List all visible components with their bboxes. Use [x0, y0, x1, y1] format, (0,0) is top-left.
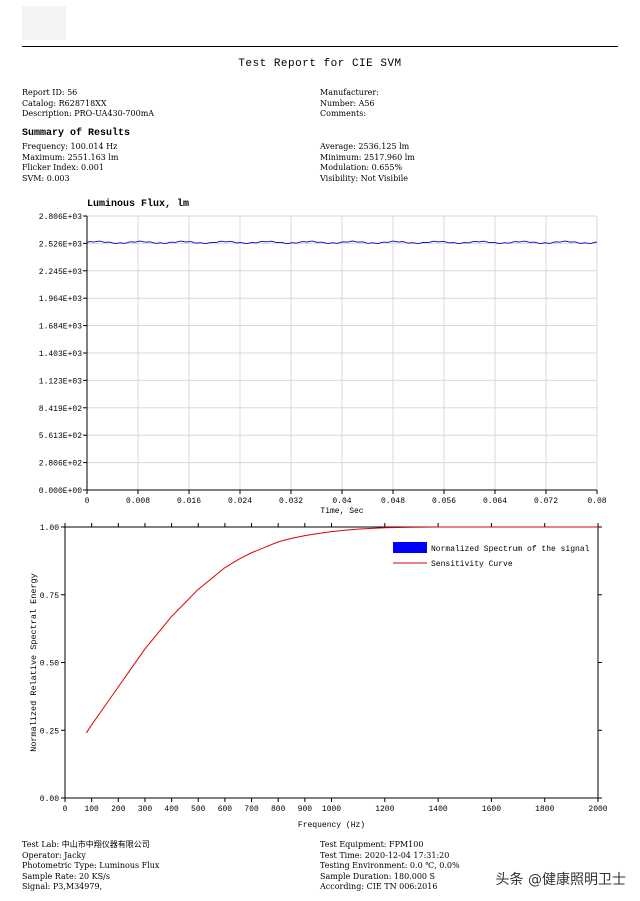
flux-x-tick-label: 0.064	[483, 497, 507, 506]
number: Number: A56	[320, 98, 375, 108]
flux-x-tick-label: 0	[85, 497, 90, 506]
report-id: Report ID: 56	[22, 88, 78, 97]
spectrum-x-axis-label: Frequency (Hz)	[298, 821, 365, 830]
summary-heading: Summary of Results	[22, 128, 131, 139]
spectrum-y-tick-label: 0.75	[40, 592, 59, 601]
flux-series-line	[86, 240, 598, 245]
flux-y-tick-label: 2.526E+03	[39, 240, 82, 249]
logo-placeholder	[22, 6, 66, 40]
legend-label-spectrum: Normalized Spectrum of the signal	[431, 545, 590, 554]
flux-x-tick-label: 0.08	[587, 497, 606, 506]
testing-environment: Testing Environment: 0.0 ℃, 0.0%	[320, 861, 460, 870]
flux-y-tick-label: 2.806E+02	[39, 460, 82, 469]
manufacturer: Manufacturer:	[320, 88, 379, 97]
report-info-left: Report ID: 56 Catalog: R628718XX Descrip…	[22, 88, 154, 120]
according: According: CIE TN 006:2016	[320, 882, 438, 891]
spectrum-x-tick-label: 300	[138, 805, 153, 814]
visibility: Visibility: Not Visibile	[320, 173, 409, 183]
summary-left: Frequency: 100.014 Hz Maximum: 2551.163 …	[22, 142, 118, 184]
sensitivity-curve-line	[85, 526, 598, 734]
flux-x-tick-label: 0.048	[381, 497, 405, 506]
spectrum-x-tick-label: 400	[164, 805, 179, 814]
maximum: Maximum: 2551.163 lm	[22, 152, 119, 162]
average: Average: 2536.125 lm	[320, 142, 410, 151]
flux-y-tick-label: 1.403E+03	[39, 350, 82, 359]
spectrum-x-tick-label: 900	[298, 805, 313, 814]
spectrum-y-axis-label: Normalized Relative Spectral Energy	[29, 573, 39, 752]
operator: Operator: Jacky	[22, 850, 86, 860]
spectrum-x-tick-label: 500	[191, 805, 206, 814]
spectrum-x-tick-label: 600	[218, 805, 233, 814]
sample-duration: Sample Duration: 180.000 S	[320, 871, 436, 881]
flux-chart-title: Luminous Flux, lm	[87, 199, 190, 210]
flux-x-tick-label: 0.032	[279, 497, 303, 506]
spectrum-y-tick-label: 1.00	[40, 524, 59, 533]
flux-y-tick-label: 0.000E+00	[39, 487, 82, 496]
flux-x-tick-label: 0.024	[228, 497, 252, 506]
spectrum-x-tick-label: 200	[111, 805, 126, 814]
spectrum-y-tick-label: 0.50	[40, 660, 59, 669]
flux-x-tick-label: 0.072	[534, 497, 558, 506]
test-equipment: Test Equipment: FPM100	[320, 840, 424, 849]
frequency: Frequency: 100.014 Hz	[22, 142, 118, 151]
spectrum-x-tick-label: 1400	[428, 805, 447, 814]
spectrum-x-tick-label: 1200	[375, 805, 394, 814]
signal: Signal: P3,M34979,	[22, 882, 103, 891]
spectrum-y-tick-label: 0.25	[40, 727, 59, 736]
spectrum-x-tick-label: 2000	[588, 805, 607, 814]
description: Description: PRO-UA430-700mA	[22, 109, 155, 118]
catalog: Catalog: R628718XX	[22, 98, 107, 108]
spectrum-x-tick-label: 100	[84, 805, 99, 814]
header-divider	[22, 46, 618, 47]
spectrum-x-tick-label: 0	[63, 805, 68, 814]
test-time: Test Time: 2020-12-04 17:31:20	[320, 850, 450, 860]
flicker-index: Flicker Index: 0.001	[22, 163, 104, 172]
flux-x-tick-label: 0.056	[432, 497, 456, 506]
flux-x-tick-label: 0.04	[332, 497, 351, 506]
summary-right: Average: 2536.125 lm Minimum: 2517.960 l…	[320, 142, 415, 184]
sample-rate: Sample Rate: 20 KS/s	[22, 871, 110, 881]
flux-chart: 0.000E+00 2.806E+02 5.613E+02 8.419E+02 1.12…	[39, 213, 607, 516]
spectrum-x-tick-label: 800	[271, 805, 286, 814]
report-info-right: Manufacturer: Number: A56 Comments:	[320, 88, 379, 120]
flux-y-tick-label: 1.964E+03	[39, 295, 82, 304]
spectrum-chart: 0.00 0.25 0.50 0.75 1.00 0 100 200 300 400 500 600 7…	[29, 523, 608, 830]
flux-x-axis-label: Time, Sec	[320, 507, 363, 516]
watermark: 头条 @健康照明卫士	[495, 872, 626, 888]
flux-y-tick-label: 1.684E+03	[39, 323, 82, 332]
flux-y-tick-label: 5.613E+02	[39, 432, 82, 441]
flux-y-tick-label: 1.123E+03	[39, 377, 82, 386]
spectrum-plot-frame	[64, 526, 599, 799]
spectrum-x-tick-label: 1800	[535, 805, 554, 814]
flux-y-tick-label: 8.419E+02	[39, 405, 82, 414]
legend-swatch-spectrum	[393, 542, 427, 553]
footer-right: Test Equipment: FPM100 Test Time: 2020-1…	[320, 840, 460, 893]
modulation: Modulation: 0.655%	[320, 163, 403, 172]
spectrum-x-tick-label: 1600	[482, 805, 501, 814]
footer-left: Test Lab: 中山市中翔仪器有限公司 Operator: Jacky Ph…	[22, 840, 159, 893]
flux-x-tick-label: 0.008	[126, 497, 150, 506]
legend-label-sensitivity: Sensitivity Curve	[431, 560, 513, 569]
photometric-type: Photometric Type: Luminous Flux	[22, 861, 160, 870]
minimum: Minimum: 2517.960 lm	[320, 152, 415, 162]
svm: SVM: 0.003	[22, 173, 70, 183]
report-title: Test Report for CIE SVM	[238, 58, 402, 70]
spectrum-x-tick-label: 700	[244, 805, 259, 814]
test-lab: Test Lab: 中山市中翔仪器有限公司	[22, 840, 150, 849]
spectrum-x-tick-label: 1000	[322, 805, 341, 814]
spectrum-y-tick-label: 0.00	[40, 795, 59, 804]
flux-x-tick-label: 0.016	[177, 497, 201, 506]
comments: Comments:	[320, 109, 367, 118]
flux-y-tick-label: 2.806E+03	[39, 213, 82, 222]
flux-y-tick-label: 2.245E+03	[39, 268, 82, 277]
